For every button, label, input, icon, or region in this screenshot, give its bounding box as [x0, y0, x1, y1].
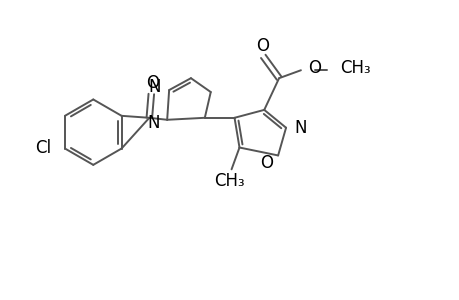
Text: N: N	[147, 114, 160, 132]
Text: O: O	[260, 154, 273, 172]
Text: N: N	[148, 78, 161, 96]
Text: Cl: Cl	[35, 139, 51, 157]
Text: O: O	[307, 59, 320, 77]
Text: N: N	[293, 119, 306, 137]
Text: O: O	[255, 38, 268, 56]
Text: O: O	[146, 74, 158, 92]
Text: CH₃: CH₃	[340, 59, 370, 77]
Text: CH₃: CH₃	[214, 172, 244, 190]
